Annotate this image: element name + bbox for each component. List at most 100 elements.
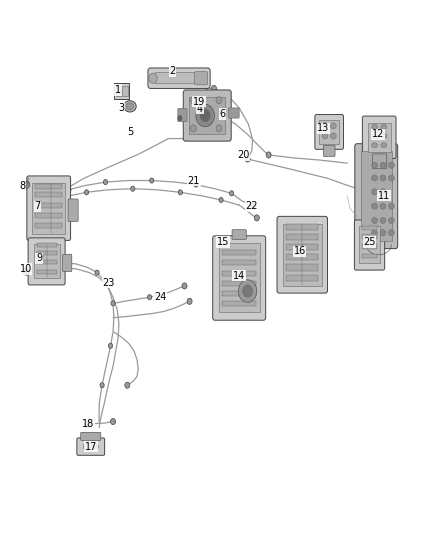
Bar <box>286 223 318 230</box>
Ellipse shape <box>371 133 378 139</box>
Circle shape <box>178 116 182 120</box>
Text: 9: 9 <box>36 253 42 263</box>
Ellipse shape <box>371 203 378 209</box>
Circle shape <box>131 186 135 191</box>
FancyBboxPatch shape <box>213 236 266 320</box>
Ellipse shape <box>380 189 386 195</box>
FancyBboxPatch shape <box>362 116 396 158</box>
Text: 3: 3 <box>118 103 124 113</box>
Circle shape <box>208 110 213 116</box>
Text: 6: 6 <box>219 109 226 119</box>
Circle shape <box>85 421 91 427</box>
Text: 19: 19 <box>193 96 205 107</box>
Bar <box>35 192 62 197</box>
FancyBboxPatch shape <box>319 120 339 144</box>
Text: 10: 10 <box>19 264 32 274</box>
Bar <box>122 86 128 96</box>
FancyBboxPatch shape <box>372 154 387 169</box>
Text: 5: 5 <box>127 127 134 138</box>
Circle shape <box>216 125 222 132</box>
Ellipse shape <box>371 143 378 148</box>
Circle shape <box>219 197 223 203</box>
Ellipse shape <box>371 230 378 236</box>
Circle shape <box>243 285 253 297</box>
Bar <box>286 274 318 281</box>
Circle shape <box>212 85 216 92</box>
FancyBboxPatch shape <box>27 176 71 240</box>
Text: 18: 18 <box>81 419 94 429</box>
Ellipse shape <box>322 123 328 129</box>
Ellipse shape <box>380 162 386 168</box>
Text: 13: 13 <box>317 123 329 133</box>
Text: 4: 4 <box>197 104 203 114</box>
FancyBboxPatch shape <box>283 223 321 286</box>
Circle shape <box>95 270 99 275</box>
Ellipse shape <box>381 133 387 139</box>
Bar <box>116 86 121 96</box>
Bar <box>36 251 57 255</box>
Circle shape <box>191 125 196 132</box>
Bar <box>35 223 62 228</box>
Text: 16: 16 <box>293 246 306 256</box>
Bar <box>223 291 256 296</box>
Text: 7: 7 <box>34 201 40 211</box>
Bar <box>223 281 256 286</box>
FancyBboxPatch shape <box>361 151 392 241</box>
Ellipse shape <box>389 162 394 168</box>
Bar <box>36 260 57 264</box>
Circle shape <box>196 104 214 127</box>
FancyBboxPatch shape <box>77 438 105 455</box>
Circle shape <box>230 191 234 196</box>
Text: 24: 24 <box>154 292 166 302</box>
Ellipse shape <box>380 175 386 181</box>
Bar <box>36 243 57 247</box>
Ellipse shape <box>371 189 378 195</box>
Text: 22: 22 <box>246 201 258 211</box>
Circle shape <box>149 73 157 83</box>
Text: 11: 11 <box>378 191 390 201</box>
Ellipse shape <box>381 124 387 130</box>
Text: 20: 20 <box>237 150 250 160</box>
Bar <box>35 213 62 218</box>
Circle shape <box>251 203 256 209</box>
Text: 21: 21 <box>187 175 200 185</box>
Circle shape <box>148 295 152 300</box>
Bar <box>223 260 256 265</box>
Bar <box>286 264 318 271</box>
Circle shape <box>24 268 29 275</box>
FancyBboxPatch shape <box>219 244 260 312</box>
FancyBboxPatch shape <box>189 97 225 134</box>
FancyBboxPatch shape <box>277 216 328 293</box>
Circle shape <box>88 443 93 450</box>
Bar <box>362 225 377 230</box>
Ellipse shape <box>371 217 378 223</box>
Ellipse shape <box>380 217 386 223</box>
FancyBboxPatch shape <box>28 238 65 285</box>
Ellipse shape <box>381 143 387 148</box>
FancyBboxPatch shape <box>155 72 199 84</box>
FancyBboxPatch shape <box>323 145 335 157</box>
Text: 25: 25 <box>363 237 376 247</box>
FancyBboxPatch shape <box>68 199 78 222</box>
Circle shape <box>266 152 271 158</box>
Circle shape <box>182 283 187 289</box>
Bar <box>286 234 318 240</box>
Circle shape <box>238 280 257 302</box>
Ellipse shape <box>380 203 386 209</box>
Circle shape <box>93 443 98 450</box>
FancyBboxPatch shape <box>232 230 246 239</box>
Text: 12: 12 <box>372 130 384 140</box>
Circle shape <box>67 187 71 192</box>
FancyBboxPatch shape <box>194 71 208 85</box>
Circle shape <box>191 96 196 104</box>
FancyBboxPatch shape <box>315 115 343 149</box>
Text: 15: 15 <box>217 237 230 247</box>
Ellipse shape <box>371 162 378 168</box>
Text: 23: 23 <box>102 278 115 288</box>
Bar <box>35 203 62 208</box>
Ellipse shape <box>322 133 328 139</box>
FancyBboxPatch shape <box>32 183 65 234</box>
Bar <box>223 301 256 306</box>
Circle shape <box>150 178 154 183</box>
Circle shape <box>125 382 130 388</box>
